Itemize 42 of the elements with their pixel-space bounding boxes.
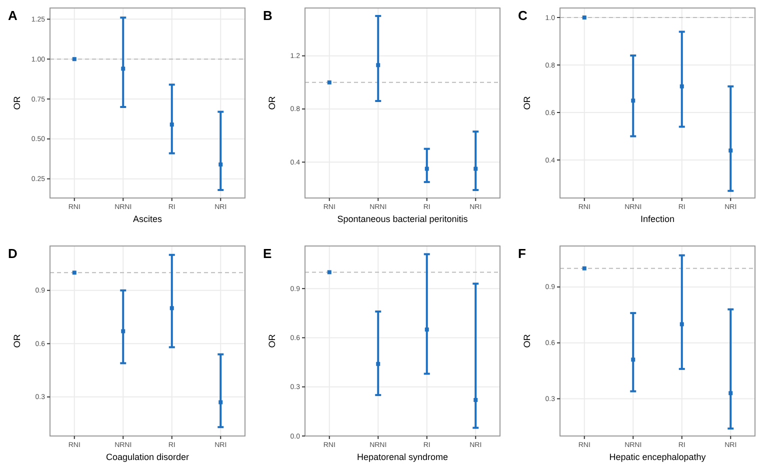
x-axis-title: Infection xyxy=(640,214,675,224)
x-axis-title: Hepatic encephalopathy xyxy=(609,452,706,462)
point xyxy=(631,358,636,362)
point xyxy=(170,306,174,310)
point xyxy=(424,166,429,171)
x-axis-title: Coagulation disorder xyxy=(106,452,190,462)
x-axis-title: Spontaneous bacterial peritonitis xyxy=(337,214,468,224)
point xyxy=(72,57,76,62)
point xyxy=(218,400,223,404)
x-axis-title: Hepatorenal syndrome xyxy=(356,452,448,462)
point xyxy=(72,270,76,275)
chart-title: B xyxy=(263,8,272,23)
point xyxy=(170,122,174,127)
point xyxy=(376,63,380,68)
y-axis-title: OR xyxy=(267,334,277,348)
point xyxy=(582,266,586,270)
point xyxy=(121,329,126,334)
point xyxy=(376,362,380,366)
point xyxy=(121,66,126,71)
y-axis-title: OR xyxy=(12,96,22,110)
point xyxy=(218,162,223,166)
y-axis-title: OR xyxy=(267,96,277,110)
point xyxy=(680,84,684,88)
chart-title: A xyxy=(8,8,18,23)
chart-title: C xyxy=(518,8,528,23)
chart-title: F xyxy=(518,246,526,261)
point xyxy=(424,328,429,332)
y-axis-title: OR xyxy=(522,334,532,348)
chart-title: E xyxy=(263,246,272,261)
point xyxy=(327,80,332,84)
point xyxy=(728,148,733,152)
x-axis-title: Ascites xyxy=(132,214,162,224)
y-axis-title: OR xyxy=(12,334,22,348)
y-axis-title: OR xyxy=(522,96,532,110)
point xyxy=(728,391,733,396)
chart-title: D xyxy=(8,246,18,261)
point xyxy=(680,322,684,326)
point xyxy=(474,398,478,402)
point xyxy=(327,270,332,274)
point xyxy=(631,98,636,103)
point xyxy=(582,16,586,20)
point xyxy=(474,166,478,171)
